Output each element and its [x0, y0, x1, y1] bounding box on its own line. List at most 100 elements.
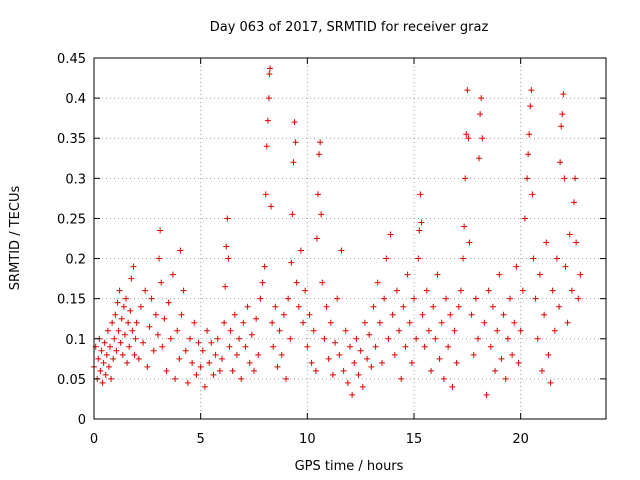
data-point	[342, 327, 349, 334]
data-point	[140, 339, 147, 346]
data-point	[561, 175, 568, 182]
data-point	[502, 375, 509, 382]
data-point	[496, 271, 503, 278]
data-point	[415, 255, 422, 262]
data-point	[115, 327, 122, 334]
y-tick-label: 0.35	[57, 132, 86, 147]
data-point	[167, 335, 174, 342]
data-point	[118, 315, 125, 322]
data-point	[184, 379, 191, 386]
data-point	[408, 359, 415, 366]
data-point	[216, 367, 223, 374]
data-point	[290, 159, 297, 166]
data-point	[128, 275, 135, 282]
data-point	[558, 123, 565, 130]
data-point	[264, 117, 271, 124]
data-point	[457, 287, 464, 294]
data-point	[556, 303, 563, 310]
data-point	[223, 243, 230, 250]
data-point	[300, 319, 307, 326]
data-point	[465, 135, 472, 142]
data-point	[288, 259, 295, 266]
data-point	[248, 331, 255, 338]
data-point	[163, 367, 170, 374]
data-point	[436, 355, 443, 362]
data-point	[416, 227, 423, 234]
data-point	[212, 351, 219, 358]
data-point	[398, 375, 405, 382]
data-point	[227, 327, 234, 334]
data-point	[165, 299, 172, 306]
data-point	[353, 335, 360, 342]
data-point	[530, 255, 537, 262]
x-tick-label: 5	[197, 432, 205, 447]
data-point	[130, 263, 137, 270]
data-point	[116, 287, 123, 294]
data-point	[466, 239, 473, 246]
data-point	[423, 287, 430, 294]
data-point	[189, 359, 196, 366]
data-point	[525, 151, 532, 158]
data-point	[257, 295, 264, 302]
x-tick-label: 10	[299, 432, 316, 447]
data-point	[455, 303, 462, 310]
data-point	[291, 119, 298, 126]
data-point	[381, 295, 388, 302]
data-point	[559, 111, 566, 118]
y-tick-label: 0.15	[57, 293, 86, 308]
data-point	[113, 347, 120, 354]
x-tick-label: 20	[512, 432, 529, 447]
data-point	[111, 335, 118, 342]
chart-title: Day 063 of 2017, SRMTID for receiver gra…	[210, 20, 489, 35]
data-point	[344, 379, 351, 386]
data-point	[210, 371, 217, 378]
data-point	[265, 95, 272, 102]
data-point	[107, 343, 113, 350]
data-point	[124, 359, 131, 366]
data-point	[224, 215, 231, 222]
data-point	[487, 343, 494, 350]
data-point	[400, 303, 407, 310]
data-point	[462, 175, 469, 182]
data-point	[421, 343, 428, 350]
data-point	[114, 299, 121, 306]
x-tick-label: 0	[90, 432, 98, 447]
data-point	[504, 335, 511, 342]
data-point	[169, 271, 176, 278]
data-point	[157, 227, 164, 234]
data-point	[402, 343, 409, 350]
data-point	[276, 327, 283, 334]
data-point	[199, 347, 206, 354]
y-tick-label: 0.25	[57, 212, 86, 227]
data-point	[176, 355, 183, 362]
data-point	[419, 311, 426, 318]
data-point	[287, 335, 294, 342]
data-point	[222, 283, 229, 290]
data-point	[517, 327, 524, 334]
data-point	[150, 347, 157, 354]
x-axis-label: GPS time / hours	[295, 459, 404, 474]
data-point	[313, 235, 320, 242]
data-point	[541, 311, 548, 318]
y-tick-label: 0.05	[57, 373, 86, 388]
data-point	[131, 351, 138, 358]
data-point	[285, 295, 292, 302]
data-point	[543, 239, 550, 246]
data-point	[233, 351, 240, 358]
y-axis-label: SRMTID / TECUs	[8, 186, 23, 291]
data-point	[445, 343, 452, 350]
data-point	[528, 87, 535, 94]
data-point	[226, 343, 233, 350]
data-point	[557, 159, 564, 166]
data-point	[191, 319, 198, 326]
data-point	[515, 359, 522, 366]
data-point	[231, 311, 238, 318]
data-point	[103, 351, 110, 358]
data-point	[453, 359, 460, 366]
data-point	[376, 319, 383, 326]
data-point	[99, 379, 106, 386]
data-point	[536, 271, 543, 278]
data-point	[468, 311, 475, 318]
data-point	[225, 255, 232, 262]
data-point	[575, 295, 582, 302]
